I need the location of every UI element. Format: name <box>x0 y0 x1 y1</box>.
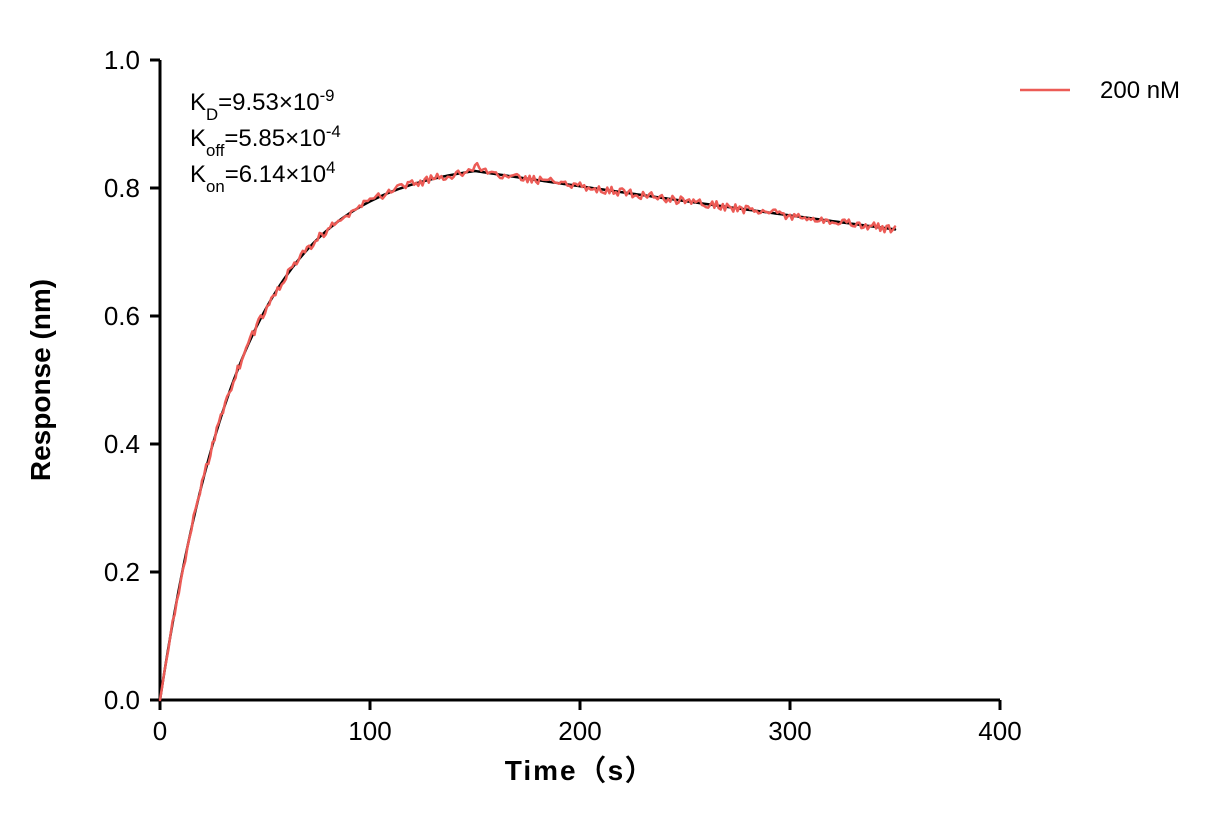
y-tick-label: 0.2 <box>104 557 140 587</box>
y-axis-label: Response (nm) <box>25 279 56 481</box>
y-tick-label: 0.0 <box>104 685 140 715</box>
y-tick-label: 0.6 <box>104 301 140 331</box>
x-tick-label: 0 <box>153 716 167 746</box>
binding-kinetics-chart: 0 100 200 300 400 0.0 0.2 0.4 0.6 0.8 1.0 Time（s） Re… <box>0 0 1212 825</box>
legend-label: 200 nM <box>1100 77 1180 104</box>
x-tick-label: 400 <box>978 716 1021 746</box>
y-tick-label: 0.4 <box>104 429 140 459</box>
x-tick-label: 200 <box>558 716 601 746</box>
y-tick-label: 1.0 <box>104 45 140 75</box>
x-tick-label: 100 <box>348 716 391 746</box>
y-tick-label: 0.8 <box>104 173 140 203</box>
chart-svg: 0 100 200 300 400 0.0 0.2 0.4 0.6 0.8 1.0 Time（s） Re… <box>0 0 1212 825</box>
x-tick-label: 300 <box>768 716 811 746</box>
x-axis-label: Time（s） <box>505 754 655 786</box>
